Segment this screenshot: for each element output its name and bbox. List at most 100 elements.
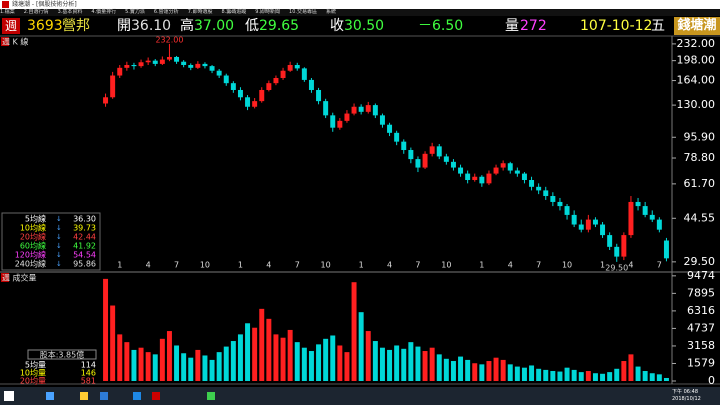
candle-body: [529, 180, 535, 187]
volume-bar: [131, 349, 137, 381]
date: 107-10-12: [580, 18, 653, 34]
stock-code: 3693: [27, 18, 63, 34]
candle-body: [493, 167, 499, 174]
volume-bar: [145, 352, 151, 381]
ma-legend-name: 240均線: [15, 259, 46, 269]
start-button[interactable]: [4, 391, 14, 401]
volume-bar: [564, 367, 570, 381]
window-title: 錢塘潮 - [個股技術分析]: [12, 1, 77, 8]
volume-bar: [557, 371, 563, 381]
menu-item[interactable]: 7.即時選股: [187, 9, 213, 15]
candle-body: [266, 83, 272, 90]
candle-body: [337, 120, 343, 128]
volume-bar: [195, 349, 201, 381]
volume-bar: [486, 361, 492, 381]
menu-item[interactable]: 系統: [325, 9, 336, 15]
volume-bar: [443, 358, 449, 381]
volume-bar: [585, 371, 591, 381]
ma-legend-value: 39.73: [73, 224, 96, 233]
ma-legend-arrow: ↓: [56, 233, 62, 241]
candle-body: [344, 113, 350, 121]
volume-bar: [301, 347, 307, 381]
menu-item[interactable]: 8.籌碼追蹤: [221, 9, 247, 15]
menu-item[interactable]: 3.基本資料: [57, 9, 83, 15]
taskbar-icon[interactable]: [100, 392, 108, 400]
menu-item[interactable]: 4.價量排行: [91, 9, 117, 15]
volume-bar: [408, 342, 414, 381]
ma-legend-arrow: ↓: [56, 242, 62, 250]
candle-body: [614, 246, 620, 257]
taskbar: 下午 06:48 2018/10/12: [0, 387, 720, 405]
taskbar-icon[interactable]: [80, 392, 88, 400]
menu-item[interactable]: 10.交易專區: [289, 9, 317, 15]
candle-body: [202, 63, 208, 67]
candle-body: [443, 156, 449, 162]
menu-item[interactable]: 6.營運分析: [153, 9, 179, 15]
candle-body: [308, 79, 314, 90]
taskbar-icon[interactable]: [152, 392, 160, 400]
volume-bar: [635, 366, 641, 381]
brand: 錢塘潮: [674, 17, 720, 35]
candle-body: [358, 106, 364, 112]
volume-bar: [103, 278, 109, 381]
menu-item[interactable]: 2.自選行情: [23, 9, 49, 15]
candle-body: [145, 60, 151, 63]
volume-bar: [642, 371, 648, 381]
price-annotation: 29.50: [605, 263, 628, 272]
volume-bar: [436, 354, 442, 381]
note-box: [27, 349, 97, 360]
taskbar-icon[interactable]: [133, 392, 141, 400]
ma-legend-name: 120均線: [15, 250, 46, 260]
volume-label: 量: [505, 18, 519, 34]
candle-body: [365, 105, 371, 112]
volume-bar: [252, 327, 258, 381]
candle-body: [479, 176, 485, 184]
volume-legend-value: 581: [81, 377, 96, 386]
open-value: 36.10: [131, 18, 172, 34]
candle-body: [571, 214, 577, 225]
y-tick-label: 78.80: [684, 151, 716, 164]
volume-bar: [188, 357, 194, 381]
candle-body: [124, 65, 130, 68]
y-tick-label: 130.00: [677, 98, 716, 111]
volume-bar: [358, 312, 364, 381]
candle-body: [294, 65, 300, 69]
ma-legend-name: 60均線: [20, 241, 46, 251]
ma-legend-box: [1, 212, 101, 271]
candle-body: [131, 65, 137, 67]
candle-body: [316, 89, 322, 102]
clock-date: 2018/10/12: [672, 396, 701, 402]
menu-item[interactable]: 5.實力派: [125, 9, 145, 15]
chart-title: 週 K 線: [2, 37, 28, 47]
candle-body: [259, 89, 265, 102]
volume-bar: [429, 347, 435, 381]
candle-body: [592, 219, 598, 225]
candle-body: [174, 56, 180, 62]
candle-body: [642, 206, 648, 215]
candle-body: [408, 150, 414, 160]
volume-bar: [493, 357, 499, 381]
x-tick-label: 1: [479, 261, 484, 270]
volume-bar: [507, 364, 513, 381]
volume-bar: [415, 346, 421, 381]
menu-item[interactable]: 1.檔案: [0, 9, 15, 15]
taskbar-icon[interactable]: [207, 392, 215, 400]
candle-body: [465, 173, 471, 181]
volume-bar: [372, 341, 378, 381]
candle-body: [280, 70, 286, 79]
capital-note: 股本:3.85億: [40, 350, 85, 360]
period-button[interactable]: 週: [2, 18, 20, 34]
volume-bar: [266, 318, 272, 381]
candle-body: [656, 219, 662, 230]
candle-body: [387, 124, 393, 133]
volume-bar: [166, 331, 172, 381]
candle-body: [472, 176, 478, 181]
menu-item[interactable]: 9.即時新聞: [255, 9, 281, 15]
candle-body: [152, 60, 158, 64]
x-tick-label: 4: [266, 261, 271, 270]
candle-body: [600, 224, 606, 236]
ma-legend-name: 5均線: [25, 214, 46, 224]
taskbar-icon[interactable]: [46, 392, 54, 400]
volume-bar: [323, 338, 329, 381]
volume-bar: [571, 369, 577, 381]
